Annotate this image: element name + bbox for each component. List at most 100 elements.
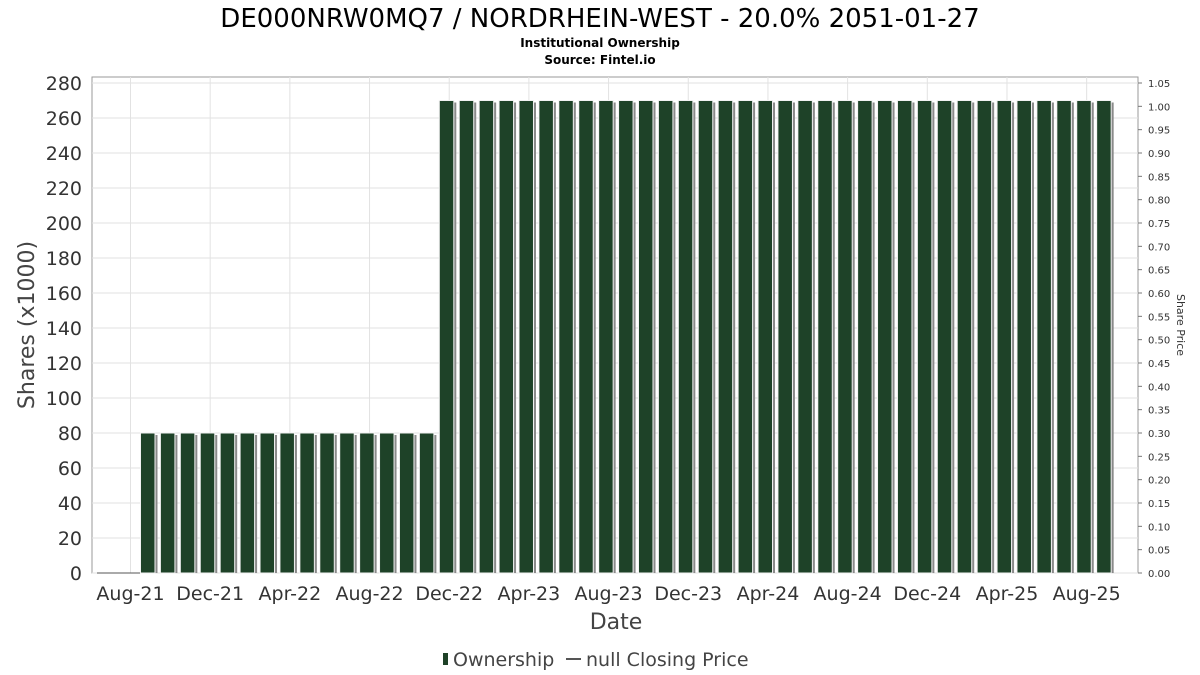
x-tick-label: Aug-24 [814, 583, 882, 605]
y-right-tick-label: 0.25 [1148, 452, 1170, 463]
y-right-tick-label: 0.35 [1148, 406, 1170, 417]
y-right-tick-label: 0.85 [1148, 172, 1170, 183]
ownership-bar [956, 100, 973, 574]
ownership-bar [697, 100, 714, 574]
y-tick-label: 260 [46, 108, 82, 130]
y-right-tick-label: 0.40 [1148, 382, 1170, 393]
y-tick-label: 240 [46, 143, 82, 165]
ownership-bar [677, 100, 694, 574]
x-tick-label: Apr-23 [498, 583, 561, 605]
y-right-tick-label: 0.30 [1148, 429, 1170, 440]
legend-ownership-swatch [443, 653, 448, 665]
ownership-bar [817, 100, 833, 574]
ownership-bar [996, 100, 1013, 574]
y-axis-right-label: Share Price [1174, 294, 1187, 356]
y-right-tick-label: 0.45 [1148, 359, 1170, 370]
ownership-bar [319, 432, 335, 574]
x-tick-label: Aug-21 [96, 583, 164, 605]
chart-subtitle-line-1: Institutional Ownership [520, 36, 680, 50]
ownership-bar [458, 100, 475, 574]
ownership-bar [359, 432, 375, 574]
y-right-tick-label: 0.20 [1148, 476, 1170, 487]
ownership-bar [299, 432, 315, 574]
ownership-bar [657, 100, 674, 574]
y-tick-label: 20 [58, 528, 82, 550]
y-tick-label: 0 [70, 563, 82, 585]
ownership-bar [398, 432, 415, 574]
x-tick-label: Aug-23 [575, 583, 643, 605]
ownership-bar [638, 100, 654, 574]
ownership-bar [219, 432, 236, 574]
ownership-bar [339, 432, 355, 574]
y-right-tick-label: 0.00 [1148, 569, 1170, 580]
ownership-bar [777, 100, 793, 574]
ownership-bar [737, 100, 754, 574]
y-right-tick-label: 0.60 [1148, 289, 1170, 300]
ownership-bar [259, 432, 276, 574]
x-tick-label: Dec-21 [176, 583, 244, 605]
y-right-tick-label: 1.05 [1148, 79, 1170, 90]
x-tick-label: Dec-23 [654, 583, 722, 605]
ownership-bar [558, 100, 574, 574]
x-axis-label: Date [590, 610, 643, 635]
y-right-tick-label: 0.50 [1148, 336, 1170, 347]
y-tick-label: 220 [46, 178, 82, 200]
ownership-bar [379, 432, 395, 574]
ownership-bar [279, 432, 295, 574]
ownership-bar [1096, 100, 1112, 574]
y-right-tick-label: 0.05 [1148, 546, 1170, 557]
ownership-bar [837, 100, 853, 574]
ownership-bar [757, 100, 774, 574]
x-tick-label: Apr-24 [737, 583, 800, 605]
ownership-bar [478, 100, 495, 574]
ownership-bar [140, 432, 156, 574]
ownership-bar [896, 100, 913, 574]
right-axis-ticks: 0.00 0.05 0.10 0.15 0.20 0.25 0.30 0.35 0.40 0.45… [1138, 79, 1170, 580]
x-axis-ticks: Aug-21 Dec-21 Apr-22 Aug-22 Dec-22 Apr-23 Aug-… [96, 583, 1120, 605]
ownership-bar [518, 100, 534, 574]
ownership-bar [438, 100, 455, 574]
x-tick-label: Aug-25 [1053, 583, 1121, 605]
y-right-tick-label: 0.95 [1148, 126, 1170, 137]
y-tick-label: 280 [46, 73, 82, 95]
legend-ownership-label: Ownership [453, 649, 554, 671]
ownership-bar [578, 100, 594, 574]
y-tick-label: 40 [58, 493, 82, 515]
ownership-bar [1016, 100, 1032, 574]
ownership-bar [598, 100, 614, 574]
x-tick-label: Dec-22 [415, 583, 483, 605]
legend: Ownership null Closing Price [443, 649, 749, 671]
x-tick-label: Apr-22 [259, 583, 322, 605]
ownership-bars [97, 100, 1114, 574]
ownership-bar [717, 100, 734, 574]
ownership-bar [1036, 100, 1052, 574]
ownership-bar [199, 432, 216, 574]
ownership-bar [976, 100, 993, 574]
chart-title: DE000NRW0MQ7 / NORDRHEIN-WEST - 20.0% 20… [220, 4, 979, 34]
chart-subtitle-line-2: Source: Fintel.io [544, 53, 655, 67]
ownership-bar [498, 100, 515, 574]
x-tick-label: Aug-22 [335, 583, 403, 605]
ownership-bar [857, 100, 873, 574]
y-tick-label: 200 [46, 213, 82, 235]
y-tick-label: 60 [58, 458, 82, 480]
y-tick-label: 160 [46, 283, 82, 305]
y-right-tick-label: 0.15 [1148, 499, 1170, 510]
ownership-bar [1076, 100, 1092, 574]
y-tick-label: 80 [58, 423, 82, 445]
y-right-tick-label: 0.65 [1148, 266, 1170, 277]
y-tick-label: 180 [46, 248, 82, 270]
ownership-bar [159, 432, 176, 574]
ownership-bar [418, 432, 435, 574]
y-right-tick-label: 0.90 [1148, 149, 1170, 160]
ownership-bar [797, 100, 813, 574]
y-right-tick-label: 0.80 [1148, 196, 1170, 207]
ownership-bar [877, 100, 893, 574]
y-right-tick-label: 0.55 [1148, 312, 1170, 323]
y-right-tick-label: 0.10 [1148, 522, 1170, 533]
y-tick-label: 100 [46, 388, 82, 410]
ownership-bar [538, 100, 554, 574]
legend-price-label: null Closing Price [586, 649, 749, 671]
ownership-bar [179, 432, 196, 574]
